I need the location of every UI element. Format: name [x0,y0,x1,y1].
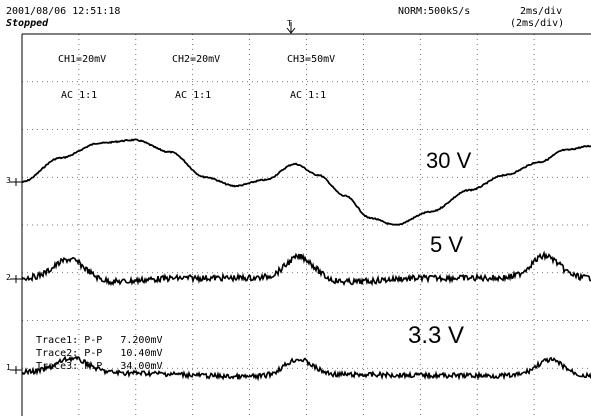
measurement-2: Trace2: P-P 10.40mV [24,337,163,359]
ch1-marker-label: 1 [6,363,11,372]
measurement-2-trace: Trace2: [36,348,79,359]
measurement-1-value: 7.200mV [120,335,163,346]
ch1-voltage-label: 3.3 V [408,322,465,349]
ch2-voltage-label: 5 V [430,232,464,257]
acquisition-status: Stopped [6,18,49,29]
ch2-marker-label: 2 [6,273,11,282]
ch2-scale: CH2=20mV [172,54,221,65]
ch2-coupling: AC 1:1 [175,90,212,101]
measurement-3: Trace3: P-P 34.00mV [24,350,163,372]
measurement-2-value: 10.40mV [120,348,163,359]
trigger-marker-label: T [287,19,292,28]
measurement-3-trace: Trace3: [36,361,79,372]
measurement-1-trace: Trace1: [36,335,79,346]
ch1-scale: CH1=20mV [58,54,107,65]
timebase-readout: 2ms/div [520,6,563,17]
ch3-scale: CH3=50mV [287,54,336,65]
trigger-marker [286,22,296,34]
measurement-3-type: P-P [84,361,103,372]
ch3-ground-marker: 3 [6,177,11,185]
ch3-voltage-label: 30 V [426,148,472,173]
measurement-3-value: 34.00mV [120,361,163,372]
graticule [10,33,591,416]
measurement-2-type: P-P [84,348,103,359]
measurement-1-type: P-P [84,335,103,346]
ch3-marker-label: 3 [6,176,11,185]
ch1-waveform [21,355,591,382]
ch3-coupling: AC 1:1 [290,90,327,101]
ch1-ground-marker: 1 [6,364,11,372]
ch3-waveform [22,138,591,226]
ch2-ground-marker: 2 [6,274,11,282]
acquisition-mode: NORM:500kS/s [398,6,471,17]
measurement-1: Trace1: P-P 7.200mV [24,324,163,346]
timestamp: 2001/08/06 12:51:18 [6,6,121,17]
ch1-coupling: AC 1:1 [61,90,98,101]
ch2-waveform [21,250,591,287]
ch3-setting: CH3=50mV AC 1:1 [287,30,335,114]
ch1-setting: CH1=20mV AC 1:1 [58,30,106,114]
ch2-setting: CH2=20mV AC 1:1 [172,30,220,114]
timebase-sub-readout: (2ms/div) [510,18,565,29]
